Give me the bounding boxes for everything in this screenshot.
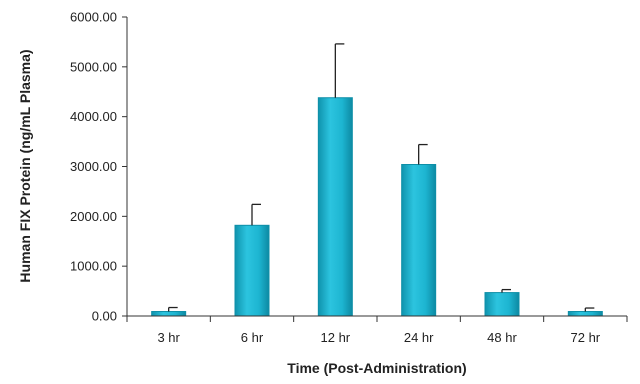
bar-48-hr [484,292,520,317]
y-tick-label: 1000.00 [70,259,117,274]
x-tick-label: 12 hr [321,330,351,345]
bars-group [151,97,603,317]
x-axis-title: Time (Post-Administration) [287,360,466,376]
y-tick-label: 2000.00 [70,209,117,224]
y-tick-label: 6000.00 [70,10,117,25]
y-tick-label: 0.00 [92,309,117,324]
bar-24-hr [401,164,437,317]
x-tick-label: 6 hr [241,330,264,345]
y-tick-label: 5000.00 [70,59,117,74]
bar-3-hr [151,311,187,317]
x-tick-label: 48 hr [487,330,517,345]
tick-labels-group: 3 hr 6 hr 12 hr 24 hr 48 hr 72 hr 0.00 1000.00 2… [70,10,601,346]
x-tick-label: 24 hr [404,330,434,345]
bar-72-hr [567,311,603,317]
bar-12-hr [317,97,353,317]
y-axis-title: Human FIX Protein (ng/mL Plasma) [17,49,33,282]
axes-group [122,16,628,322]
x-tick-label: 3 hr [157,330,180,345]
y-tick-label: 4000.00 [70,109,117,124]
bar-6-hr [234,224,270,317]
error-bars-group [168,43,595,312]
x-tick-label: 72 hr [571,330,601,345]
y-tick-label: 3000.00 [70,159,117,174]
